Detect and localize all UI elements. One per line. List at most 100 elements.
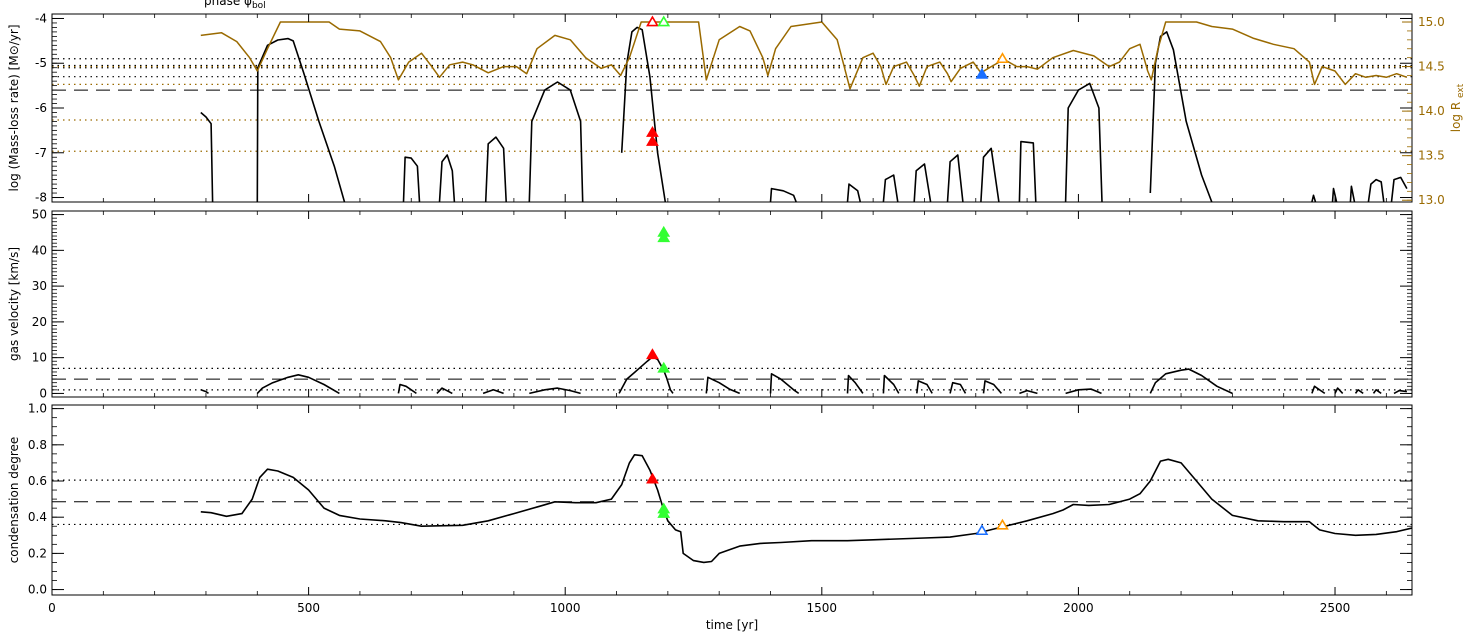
series-line (846, 374, 864, 394)
triangle-marker (646, 15, 659, 27)
y-axis-label: log (Mass-loss rate) [M⊙/yr] (7, 24, 21, 191)
panel-frame (51, 210, 1413, 398)
series-line (529, 387, 581, 395)
y-tick-label: 0.2 (28, 546, 47, 560)
triangle-marker (975, 67, 989, 79)
rext-series-line (200, 21, 1408, 90)
series-line (769, 373, 800, 395)
top-phase-label-subscript: bol (252, 1, 266, 11)
series-line (1064, 82, 1103, 202)
y2-tick-label: 14.0 (1418, 104, 1445, 118)
top-phase-label: phase φbol (204, 0, 266, 11)
y-axis-label: condensation degree (7, 437, 21, 564)
series-line (1311, 194, 1317, 202)
series-line (946, 154, 964, 202)
series-line (200, 111, 214, 202)
y-tick-label: 20 (32, 315, 47, 329)
series-group (200, 356, 1408, 395)
y2-axis-label: log R ext (1449, 83, 1466, 132)
x-tick-label: 1500 (807, 601, 838, 615)
series-line (436, 387, 453, 395)
series-line (1149, 31, 1213, 202)
series-line (1354, 389, 1364, 395)
triangle-marker (657, 225, 671, 237)
y-tick-label: 30 (32, 279, 47, 293)
y-tick-label: -8 (35, 191, 47, 205)
triangle-marker (657, 506, 671, 518)
y2-tick-label: 14.5 (1418, 60, 1445, 74)
series-line (949, 381, 967, 394)
y-tick-label: 0 (39, 386, 47, 400)
y-axis-label: gas velocity [km/s] (7, 247, 21, 361)
x-tick-label: 0 (48, 601, 56, 615)
panel-gas-velocity: 0 10 20 30 40 50 gas velocity [km/s] (7, 208, 1413, 400)
x-tick-label: 1000 (550, 601, 581, 615)
y-tick-label: 0.0 (28, 583, 47, 597)
series-line (882, 174, 899, 202)
series-line (1349, 185, 1356, 202)
y-tick-label: 0.6 (28, 474, 47, 488)
triangle-marker (646, 134, 659, 146)
y-tick-label: -5 (35, 56, 47, 70)
series-line (1149, 368, 1233, 395)
series-line (397, 383, 417, 395)
panel-mass-loss: -8 -7 -6 -5 -4 log (Mass-loss rate) [M⊙/yr] 13… (7, 0, 1466, 207)
series-line (484, 136, 507, 202)
y-tick-label: 50 (32, 208, 47, 222)
series-line (882, 374, 900, 394)
x-tick-label: 2500 (1320, 601, 1351, 615)
series-line (482, 389, 504, 395)
y-tick-label: -7 (35, 146, 47, 160)
panel-frame (51, 13, 1413, 203)
series-line (916, 380, 933, 394)
series-line (438, 154, 456, 202)
series-line (1018, 140, 1037, 202)
series-line (200, 454, 1412, 564)
y-tick-label: 40 (32, 243, 47, 257)
series-line (1372, 389, 1382, 395)
series-line (402, 156, 421, 202)
series-group (200, 454, 1412, 564)
y-tick-label: 10 (32, 351, 47, 365)
series-line (982, 380, 1003, 394)
panel-condensation: 0.0 0.2 0.4 0.6 0.8 1.0 condensation degree 0 50… (7, 402, 1413, 632)
series-line (256, 37, 346, 202)
series-line (1367, 178, 1385, 202)
series-line (705, 376, 741, 395)
series-line (980, 147, 1000, 202)
x-tick-label: 500 (297, 601, 320, 615)
series-line (1311, 385, 1326, 395)
triangle-marker (657, 15, 671, 27)
x-axis-label: time [yr] (706, 618, 758, 632)
series-group (200, 21, 1408, 202)
series-line (913, 163, 932, 202)
triangle-marker (996, 518, 1009, 530)
y2-tick-label: 13.5 (1418, 149, 1445, 163)
triangle-marker (646, 472, 659, 484)
x-tick-label: 2000 (1063, 601, 1094, 615)
series-line (200, 389, 209, 395)
y-tick-label: 0.4 (28, 510, 47, 524)
triangle-marker (646, 348, 659, 360)
series-line (1390, 176, 1408, 202)
series-line (1065, 388, 1102, 395)
y2-tick-label: 15.0 (1418, 15, 1445, 29)
series-line (1393, 389, 1408, 395)
y-tick-label: 0.8 (28, 438, 47, 452)
triangle-marker (975, 524, 989, 536)
series-line (618, 356, 674, 394)
y-tick-label: -6 (35, 101, 47, 115)
series-line (528, 81, 584, 202)
series-line (256, 374, 340, 395)
y-tick-label: -4 (35, 11, 47, 25)
series-line (1334, 387, 1344, 394)
series-line (846, 183, 862, 202)
series-line (620, 26, 667, 202)
triangle-marker (996, 52, 1009, 64)
y2-tick-label: 13.0 (1418, 193, 1445, 207)
series-line (1019, 389, 1038, 395)
series-line (1331, 187, 1338, 202)
triangle-marker (657, 231, 671, 243)
